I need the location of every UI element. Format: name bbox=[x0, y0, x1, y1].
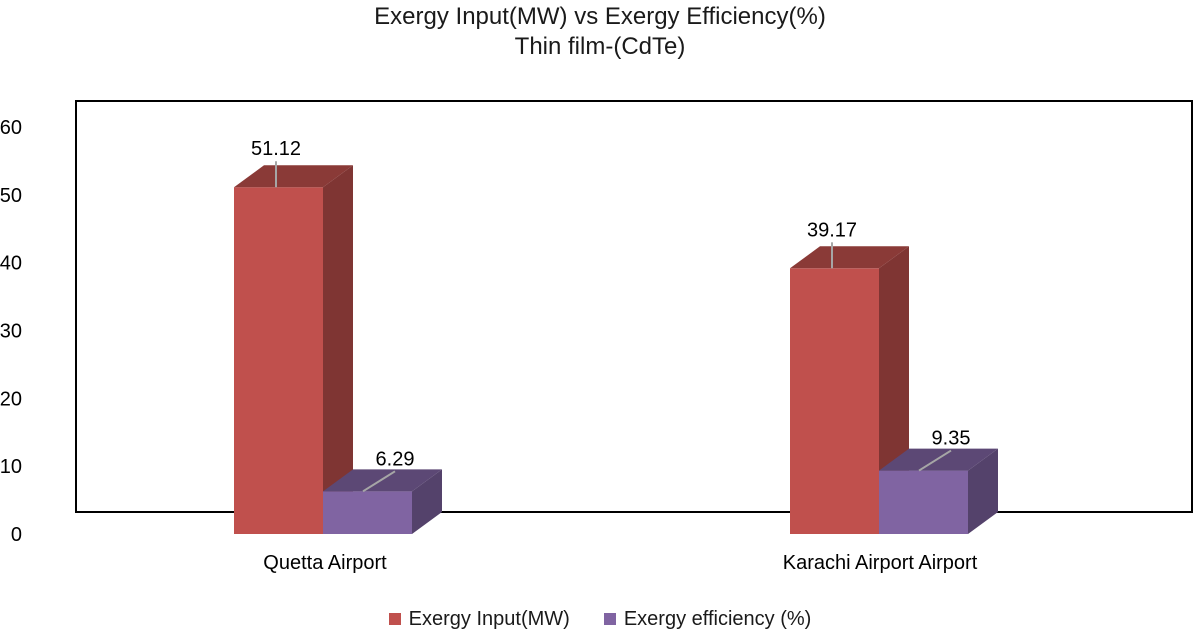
legend-label-exergy-efficiency: Exergy efficiency (%) bbox=[623, 607, 812, 630]
y-tick-label: 0 bbox=[11, 524, 22, 546]
data-label-exergy-input-2: 39.17 bbox=[807, 219, 857, 241]
exergy-input-bar-1 bbox=[234, 187, 323, 534]
legend-swatch-exergy-efficiency bbox=[603, 613, 616, 625]
data-label-exergy-efficiency-2: 9.35 bbox=[932, 428, 971, 450]
exergy-input-bar-1-side bbox=[323, 165, 353, 534]
exergy-efficiency-bar-1-side bbox=[412, 469, 442, 534]
legend-item-exergy-input: Exergy Input(MW) bbox=[388, 607, 570, 631]
chart-subtitle: Thin film-(CdTe) bbox=[514, 33, 686, 60]
data-label-exergy-input-1: 51.12 bbox=[251, 138, 301, 160]
y-tick-label: 40 bbox=[0, 253, 22, 275]
exergy-efficiency-bar-2-top bbox=[879, 448, 998, 471]
exergy-efficiency-bar-1-top bbox=[323, 469, 442, 492]
data-label-leader bbox=[918, 449, 952, 472]
plot-back-wall bbox=[75, 100, 1193, 513]
exergy-efficiency-bar-1 bbox=[323, 491, 412, 534]
y-tick-label: 10 bbox=[0, 456, 22, 478]
data-label-exergy-efficiency-1: 6.29 bbox=[376, 448, 415, 470]
data-label-leader bbox=[362, 470, 396, 493]
x-category-label: Karachi Airport Airport bbox=[783, 552, 978, 574]
x-category-label: Quetta Airport bbox=[263, 552, 387, 574]
exergy-efficiency-bar-2-side bbox=[968, 448, 998, 534]
exergy-input-bar-2 bbox=[790, 268, 879, 534]
exergy-efficiency-bar-2 bbox=[879, 470, 968, 534]
legend: Exergy Input(MW) Exergy efficiency (%) bbox=[0, 606, 1200, 632]
bar-chart: 0 10 20 30 40 50 60 51.12 6.29 Quetta Airport 39.1… bbox=[0, 100, 1193, 574]
legend-swatch-exergy-input bbox=[388, 613, 401, 625]
y-tick-label: 60 bbox=[0, 117, 22, 139]
chart-title: Exergy Input(MW) vs Exergy Efficiency(%) bbox=[374, 3, 826, 30]
y-tick-label: 30 bbox=[0, 321, 22, 343]
legend-item-exergy-efficiency: Exergy efficiency (%) bbox=[603, 607, 812, 631]
exergy-input-bar-2-top bbox=[790, 246, 909, 269]
y-tick-label: 50 bbox=[0, 185, 22, 207]
legend-label-exergy-input: Exergy Input(MW) bbox=[408, 607, 570, 630]
exergy-input-bar-1-top bbox=[234, 165, 353, 188]
y-tick-label: 20 bbox=[0, 388, 22, 410]
